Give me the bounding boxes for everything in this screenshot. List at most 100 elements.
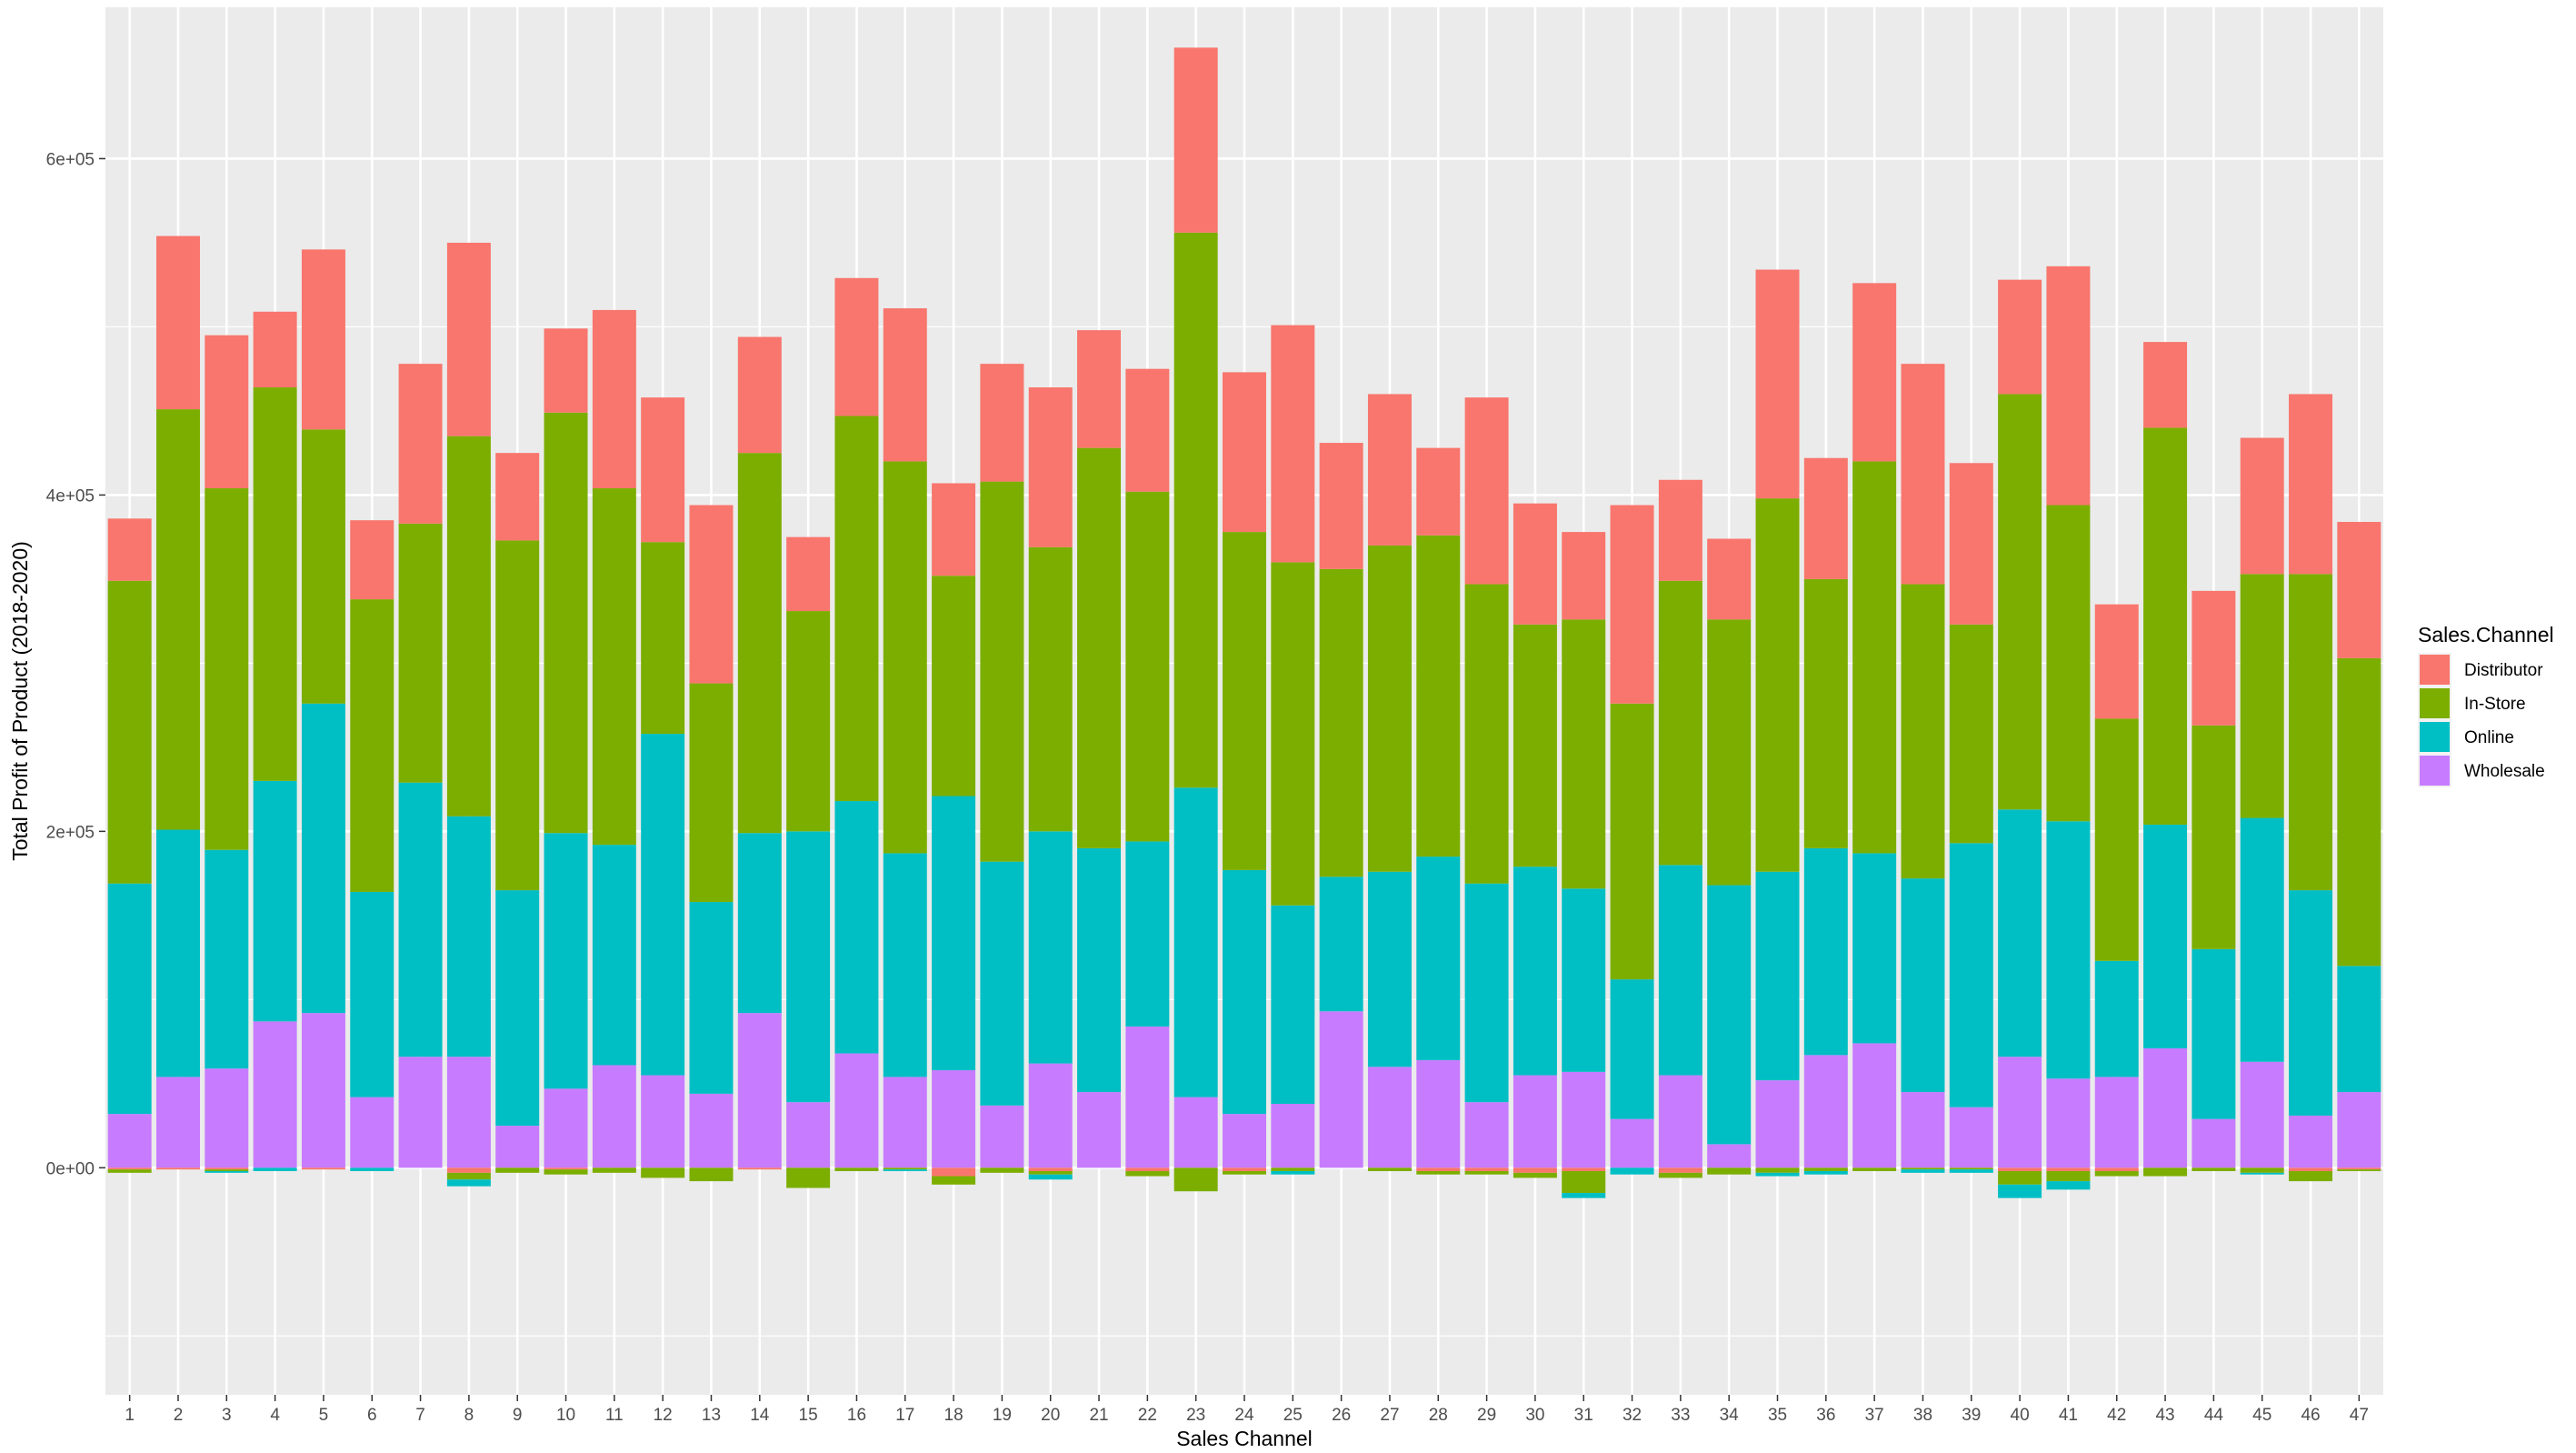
- bar-segment-in-store: [2337, 657, 2381, 967]
- x-tick-label: 1: [125, 1406, 135, 1425]
- x-tick-label: 14: [750, 1406, 770, 1425]
- bar-segment-in-store: [398, 523, 443, 783]
- legend-title: Sales.Channel: [2418, 623, 2554, 646]
- bar-segment-distributor: [2289, 394, 2333, 575]
- legend-label-online: Online: [2464, 728, 2514, 747]
- bar-segment-wholesale: [2192, 1118, 2236, 1168]
- bar-segment-online: [1223, 869, 1266, 1115]
- legend-label-distributor: Distributor: [2464, 661, 2543, 680]
- bar-segment-negative-in-store: [1998, 1170, 2042, 1185]
- bar-segment-online: [1755, 871, 1800, 1081]
- bar-segment-negative-distributor: [1513, 1167, 1557, 1173]
- bar-segment-negative-in-store: [1125, 1170, 1170, 1177]
- x-tick-label: 10: [556, 1406, 575, 1425]
- bar-segment-negative-in-store: [1901, 1167, 1945, 1170]
- bar-segment-distributor: [495, 453, 540, 541]
- bar-segment-wholesale: [1707, 1144, 1752, 1168]
- x-tick-label: 28: [1429, 1406, 1448, 1425]
- bar-segment-online: [2094, 960, 2139, 1077]
- bar-segment-negative-in-store: [2046, 1170, 2091, 1182]
- bar-segment-in-store: [2094, 718, 2139, 961]
- x-tick-label: 17: [895, 1406, 914, 1425]
- bar-segment-wholesale: [641, 1075, 685, 1168]
- x-tick-label: 24: [1234, 1406, 1254, 1425]
- bar-segment-wholesale: [1125, 1026, 1170, 1168]
- bar-segment-distributor: [1125, 368, 1170, 492]
- bar-segment-negative-distributor: [155, 1167, 200, 1170]
- bar-segment-negative-distributor: [2094, 1167, 2139, 1171]
- x-tick-label: 30: [1525, 1406, 1544, 1425]
- x-tick-label: 5: [319, 1406, 329, 1425]
- bar-segment-online: [205, 849, 249, 1069]
- bar-segment-in-store: [1077, 447, 1122, 848]
- bar-segment-negative-in-store: [1562, 1170, 1606, 1194]
- bar-segment-wholesale: [2094, 1077, 2139, 1168]
- bar-segment-in-store: [883, 461, 927, 854]
- legend-swatch-distributor: [2420, 655, 2450, 685]
- x-tick-label: 38: [1913, 1406, 1932, 1425]
- x-tick-label: 33: [1671, 1406, 1690, 1425]
- bar-segment-distributor: [1610, 505, 1654, 704]
- x-tick-label: 44: [2204, 1406, 2224, 1425]
- bar-segment-in-store: [1852, 461, 1897, 854]
- y-tick-label: 4e+05: [46, 486, 95, 506]
- bar-segment-in-store: [1223, 532, 1266, 870]
- bar-segment-online: [1077, 847, 1122, 1093]
- bar-segment-wholesale: [592, 1065, 636, 1168]
- x-tick-label: 42: [2107, 1406, 2126, 1425]
- bar-segment-wholesale: [2240, 1061, 2284, 1168]
- bar-segment-in-store: [1416, 535, 1461, 857]
- bar-segment-wholesale: [980, 1105, 1024, 1168]
- bar-segment-negative-in-store: [1416, 1170, 1461, 1175]
- bar-segment-wholesale: [2143, 1047, 2188, 1168]
- bar-segment-distributor: [301, 249, 345, 430]
- x-tick-label: 12: [654, 1406, 673, 1425]
- x-tick-label: 47: [2350, 1406, 2369, 1425]
- bar-segment-online: [155, 829, 200, 1077]
- bar-segment-in-store: [1271, 562, 1315, 906]
- bar-segment-negative-distributor: [301, 1167, 345, 1170]
- x-axis-ticks: 1 2 3 4 5 6 7 8 9 10 11 12 13 14 15 16 17 18 19 20 21 22 23 24 2…: [125, 1395, 2369, 1425]
- bar-segment-negative-distributor: [1223, 1167, 1266, 1171]
- bar-segment-wholesale: [1998, 1057, 2042, 1168]
- bar-segment-negative-in-store: [205, 1169, 249, 1171]
- bar-segment-distributor: [2192, 590, 2236, 726]
- bar-segment-in-store: [1028, 546, 1073, 832]
- bar-segment-online: [1173, 787, 1218, 1097]
- bar-segment-distributor: [980, 364, 1024, 482]
- bar-segment-distributor: [1464, 397, 1509, 585]
- bar-segment-wholesale: [1028, 1063, 1073, 1168]
- bar-segment-online: [786, 831, 831, 1103]
- bar-segment-negative-online: [205, 1170, 249, 1173]
- x-tick-label: 20: [1041, 1406, 1060, 1425]
- bar-segment-in-store: [544, 412, 588, 834]
- bar-segment-in-store: [1125, 491, 1170, 842]
- bar-segment-wholesale: [253, 1021, 297, 1168]
- bar-segment-negative-online: [446, 1179, 491, 1187]
- bar-segment-negative-in-store: [1707, 1167, 1752, 1175]
- bar-segment-online: [1416, 857, 1461, 1060]
- bar-segment-online: [1658, 865, 1702, 1076]
- bar-segment-online: [495, 890, 540, 1127]
- bar-segment-in-store: [1803, 578, 1848, 848]
- x-tick-label: 15: [799, 1406, 818, 1425]
- bar-segment-negative-in-store: [1028, 1170, 1073, 1175]
- bar-segment-online: [350, 891, 394, 1097]
- legend-label-wholesale: Wholesale: [2464, 762, 2545, 781]
- bar-segment-in-store: [1998, 394, 2042, 810]
- x-tick-label: 34: [1720, 1406, 1740, 1425]
- bar-segment-distributor: [253, 311, 297, 388]
- bar-segment-in-store: [2143, 427, 2188, 825]
- bar-segment-online: [253, 780, 297, 1022]
- bar-segment-negative-distributor: [1464, 1167, 1509, 1171]
- bar-segment-in-store: [1464, 584, 1509, 884]
- bar-segment-negative-in-store: [1464, 1170, 1509, 1175]
- bar-segment-online: [2289, 890, 2333, 1116]
- bar-segment-distributor: [398, 364, 443, 524]
- bar-segment-wholesale: [689, 1093, 734, 1168]
- bar-segment-online: [980, 861, 1024, 1106]
- bar-segment-in-store: [592, 488, 636, 846]
- x-tick-label: 39: [1962, 1406, 1981, 1425]
- y-axis-title: Total Profit of Product (2018-2020): [8, 541, 32, 861]
